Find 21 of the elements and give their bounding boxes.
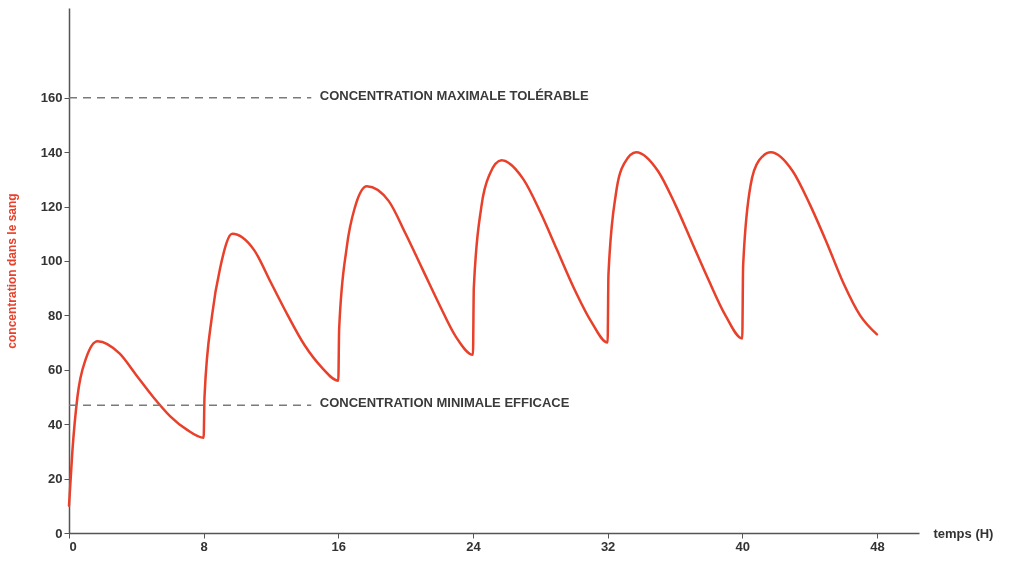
y-tick-label: 0 [55, 525, 63, 541]
y-tick-label: 80 [48, 307, 63, 323]
y-axis-title: concentration dans le sang [4, 193, 19, 349]
x-tick-label: 48 [870, 538, 885, 554]
y-tick-label: 20 [48, 471, 63, 487]
x-tick-label: 8 [200, 538, 208, 554]
y-tick-label: 60 [48, 362, 63, 378]
line-series [67, 150, 879, 508]
x-tick-label: 0 [69, 538, 77, 554]
y-tick-label: 140 [40, 144, 63, 160]
ref-line-label: CONCENTRATION MINIMALE EFFICACE [319, 395, 570, 411]
x-tick-label: 16 [331, 538, 347, 554]
y-tick-label: 160 [40, 90, 63, 106]
x-tick-label: 32 [600, 538, 616, 554]
y-tick-label: 40 [48, 416, 63, 432]
y-tick-label: 100 [40, 253, 63, 269]
ref-line-label: CONCENTRATION MAXIMALE TOLÉRABLE [319, 87, 589, 103]
x-tick-label: 24 [466, 538, 482, 554]
x-tick-label: 40 [735, 538, 750, 554]
y-tick-label: 120 [40, 199, 63, 215]
x-axis-title: temps (H) [933, 525, 994, 541]
